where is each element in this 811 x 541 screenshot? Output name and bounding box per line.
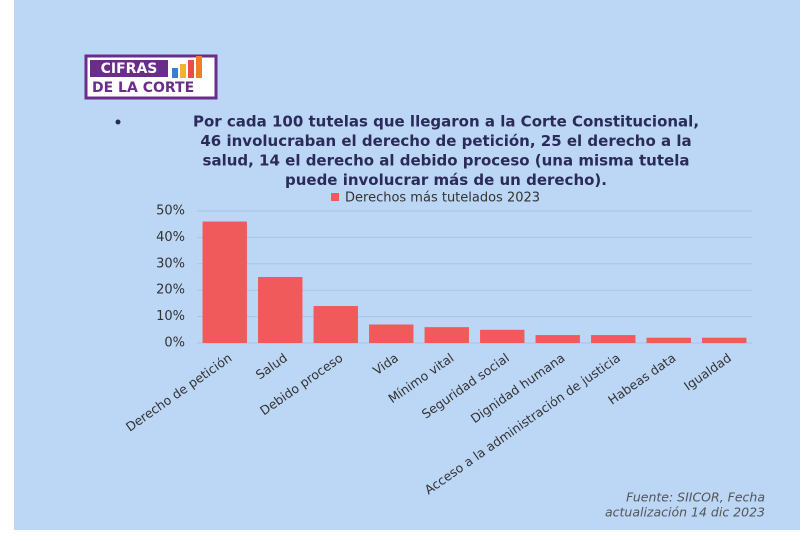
bar <box>425 327 469 343</box>
y-tick-label: 20% <box>156 283 185 298</box>
logo-icon <box>172 68 178 78</box>
infographic: CIFRAS DE LA CORTE Por cada 100 tutelas … <box>0 0 811 537</box>
legend-swatch <box>331 193 339 201</box>
headline: salud, 14 el derecho al debido proceso (… <box>203 152 690 170</box>
headline: puede involucrar más de un derecho). <box>285 171 607 189</box>
y-tick-label: 0% <box>164 336 185 351</box>
y-tick-label: 50% <box>156 204 185 219</box>
logo-icon <box>180 64 186 78</box>
y-tick-label: 10% <box>156 309 185 324</box>
bar <box>647 338 691 343</box>
headline: 46 involucraban el derecho de petición, … <box>200 132 691 150</box>
source: actualización 14 dic 2023 <box>605 505 765 520</box>
logo-icon <box>196 56 202 78</box>
bar <box>480 330 524 343</box>
legend-label: Derechos más tutelados 2023 <box>345 191 540 206</box>
y-tick-label: 40% <box>156 230 185 245</box>
bar <box>369 325 413 343</box>
bar <box>258 277 302 343</box>
bullet <box>116 120 121 125</box>
logo-text: CIFRAS <box>101 61 158 77</box>
bar <box>591 335 635 343</box>
bar <box>203 222 247 343</box>
y-tick-label: 30% <box>156 256 185 271</box>
bar <box>702 338 746 343</box>
bar <box>536 335 580 343</box>
bar <box>314 306 358 343</box>
logo: CIFRAS DE LA CORTE <box>86 56 216 98</box>
headline: Por cada 100 tutelas que llegaron a la C… <box>193 113 699 131</box>
logo-icon <box>188 60 194 78</box>
source: Fuente: SIICOR, Fecha <box>626 490 765 505</box>
logo-text: DE LA CORTE <box>92 80 194 96</box>
